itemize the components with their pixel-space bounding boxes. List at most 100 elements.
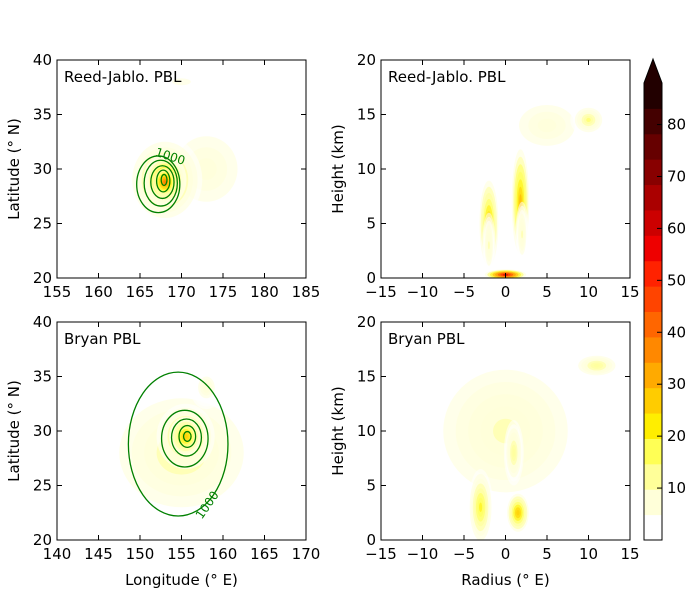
heatmap-blob <box>512 448 516 457</box>
colorbar-tick-label: 60 <box>667 219 686 237</box>
y-tick-label: 0 <box>366 269 376 287</box>
colorbar-tick-label: 70 <box>667 167 686 185</box>
x-tick-label: −10 <box>407 283 439 301</box>
x-tick-label: 185 <box>292 283 321 301</box>
pressure-contour <box>155 169 171 193</box>
panel-label: Bryan PBL <box>388 330 465 348</box>
heatmap-field <box>405 332 622 540</box>
colorbar-segment <box>644 108 662 135</box>
colorbar-segment <box>644 489 662 516</box>
x-tick-label: 5 <box>542 545 552 563</box>
pressure-contour <box>127 371 229 517</box>
y-tick-label: 20 <box>357 313 376 331</box>
colorbar-segment <box>644 514 662 541</box>
heatmap-blob <box>537 118 557 133</box>
x-axis-label: Radius (° E) <box>461 571 550 589</box>
colorbar-segment <box>644 463 662 490</box>
colorbar-tick-label: 30 <box>667 375 686 393</box>
heatmap-field: 1000 <box>81 365 282 540</box>
colorbar: 10 20 30 40 50 60 70 80 <box>643 57 686 541</box>
y-tick-label: 0 <box>366 531 376 549</box>
y-tick-label: 10 <box>357 422 376 440</box>
heatmap-blob <box>593 363 600 368</box>
y-tick-label: 20 <box>33 531 52 549</box>
colorbar-segment <box>644 438 662 465</box>
colorbar-segment <box>644 286 662 312</box>
pressure-contour <box>150 165 175 200</box>
pressure-contour <box>160 173 168 186</box>
x-tick-label: 170 <box>292 545 321 563</box>
pressure-contour <box>182 430 192 443</box>
y-tick-label: 25 <box>33 477 52 495</box>
colorbar-segment <box>644 235 662 262</box>
x-tick-label: −5 <box>453 283 475 301</box>
colorbar-tick-label: 20 <box>667 427 686 445</box>
x-tick-label: 15 <box>620 545 639 563</box>
colorbar-tick-label: 10 <box>667 479 686 497</box>
colorbar-segment <box>644 159 662 186</box>
x-tick-label: −5 <box>453 545 475 563</box>
y-tick-label: 20 <box>357 51 376 69</box>
colorbar-segment <box>644 336 662 363</box>
y-tick-label: 25 <box>33 215 52 233</box>
panel-top-right: −15 −10 −5 0 5 10 15 0 5 10 15 20 Reed-Jablo. PBL Hei… <box>329 51 640 301</box>
x-tick-label: 145 <box>84 545 113 563</box>
y-tick-label: 20 <box>33 269 52 287</box>
panel-label: Reed-Jablo. PBL <box>64 68 182 86</box>
x-tick-label: 10 <box>579 283 598 301</box>
y-tick-label: 5 <box>366 477 376 495</box>
pressure-contour <box>178 424 197 449</box>
x-tick-label: −15 <box>365 283 397 301</box>
y-axis-label: Latitude (° N) <box>5 118 23 220</box>
panel-top-left: 1000 155 160 165 170 175 180 185 20 25 30 35 40 Reed-… <box>5 51 320 301</box>
y-tick-label: 10 <box>357 160 376 178</box>
x-tick-label: 15 <box>620 283 639 301</box>
colorbar-segment <box>644 209 662 236</box>
colorbar-tick-label: 80 <box>667 116 686 134</box>
heatmap-blob <box>487 241 490 250</box>
heatmap-blob <box>586 117 591 122</box>
x-tick-label: 155 <box>167 545 196 563</box>
heatmap-blob <box>183 433 188 439</box>
pressure-contour <box>136 155 181 214</box>
x-tick-label: 150 <box>126 545 155 563</box>
panel-label: Bryan PBL <box>64 330 141 348</box>
x-tick-label: 175 <box>209 283 238 301</box>
panel-bottom-left: 1000 140 145 150 155 160 165 170 20 25 30 35 40 Bryan… <box>5 313 320 589</box>
heatmap-blob <box>479 502 483 513</box>
panel-bottom-right: −15 −10 −5 0 5 10 15 0 5 10 15 20 Bryan PBL Height (k… <box>329 313 640 589</box>
heatmap-blob <box>172 78 191 86</box>
colorbar-segment <box>644 311 662 338</box>
y-axis-label: Latitude (° N) <box>5 380 23 482</box>
colorbar-segment <box>644 83 662 109</box>
x-tick-label: 180 <box>250 283 279 301</box>
heatmap-field <box>472 70 622 278</box>
pressure-contour <box>160 409 209 468</box>
x-tick-label: 165 <box>250 545 279 563</box>
x-tick-label: 5 <box>542 283 552 301</box>
panel-label: Reed-Jablo. PBL <box>388 68 506 86</box>
y-tick-label: 30 <box>33 160 52 178</box>
colorbar-segment <box>644 260 662 287</box>
x-tick-label: 0 <box>501 283 511 301</box>
y-tick-label: 40 <box>33 313 52 331</box>
colorbar-segment <box>644 362 662 389</box>
heatmap-blob <box>516 510 520 516</box>
heatmap-blob <box>163 180 167 184</box>
x-tick-label: 10 <box>579 545 598 563</box>
colorbar-segment <box>644 413 662 439</box>
y-axis-label: Height (km) <box>329 386 347 475</box>
x-tick-label: 140 <box>43 545 72 563</box>
colorbar-extend-arrow <box>644 59 662 83</box>
colorbar-segment <box>644 184 662 211</box>
y-tick-label: 35 <box>33 368 52 386</box>
x-tick-label: 165 <box>126 283 155 301</box>
x-tick-label: 160 <box>209 545 238 563</box>
y-tick-label: 15 <box>357 368 376 386</box>
y-tick-label: 15 <box>357 106 376 124</box>
x-tick-label: 0 <box>501 545 511 563</box>
y-tick-label: 30 <box>33 422 52 440</box>
x-tick-label: −10 <box>407 545 439 563</box>
y-axis-label: Height (km) <box>329 124 347 213</box>
